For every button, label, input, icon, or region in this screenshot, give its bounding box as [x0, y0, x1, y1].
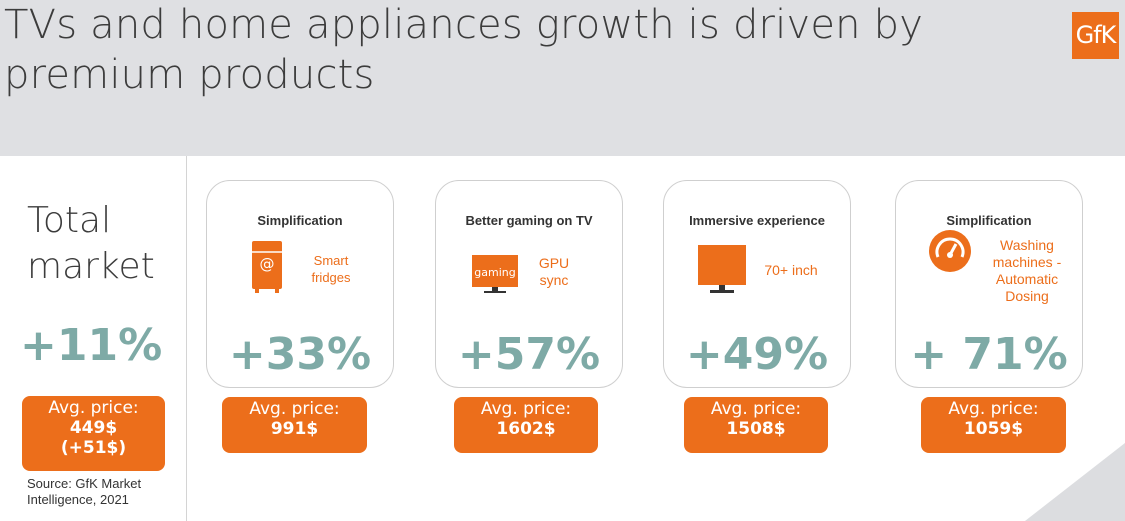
divider — [186, 156, 187, 521]
card-desc-line-1: 70+ inch — [764, 262, 818, 278]
price-value: 991$ — [270, 419, 319, 439]
card-desc-line-2: fridges — [311, 270, 351, 285]
card-growth: +57% — [457, 329, 601, 380]
card-desc-line-2: sync — [539, 272, 569, 288]
price-value: 1508$ — [726, 419, 786, 439]
svg-text:@: @ — [260, 255, 275, 273]
price-label: Avg. price: — [710, 399, 802, 419]
svg-text:gaming: gaming — [474, 266, 515, 279]
corner-decoration — [1025, 443, 1125, 521]
source-line-2: Intelligence, 2021 — [27, 492, 129, 507]
card-desc: 70+ inch — [756, 262, 826, 279]
price-box-gaming: Avg. price: 1602$ — [454, 397, 598, 453]
title-line-2: premium products — [4, 52, 375, 98]
total-price-box: Avg. price: 449$ (+51$) — [22, 396, 165, 471]
card-title: Better gaming on TV — [465, 213, 593, 228]
price-label: Avg. price: — [948, 399, 1039, 419]
price-label: Avg. price: — [480, 399, 572, 419]
card-desc-line-2: machines - — [992, 254, 1062, 270]
card-smart-fridges: Simplification @ Smart fridges +33% — [206, 180, 394, 388]
card-growth: +49% — [685, 329, 829, 380]
total-price-change: (+51$) — [60, 438, 127, 458]
total-price-value: 449$ — [69, 418, 118, 438]
card-growth: + 71% — [910, 329, 1068, 380]
total-growth: +11% — [20, 320, 163, 371]
content-panel: Total market +11% Avg. price: 449$ (+51$… — [0, 156, 1125, 521]
smart-fridge-icon: @ — [251, 241, 283, 293]
price-value: 1602$ — [496, 419, 556, 439]
card-desc-line-1: Smart — [313, 253, 349, 268]
card-desc-line-1: GPU — [538, 255, 570, 271]
card-desc: GPU sync — [534, 255, 574, 289]
price-label: Avg. price: — [249, 399, 340, 419]
price-box-smart-fridges: Avg. price: 991$ — [222, 397, 367, 453]
source-line-1: Source: GfK Market — [27, 476, 142, 491]
gauge-icon — [928, 229, 972, 273]
card-gaming: Better gaming on TV gaming GPU sync +57% — [435, 180, 623, 388]
card-washing-machines: Simplification Washing machines - Automa… — [895, 180, 1083, 388]
tv-icon — [698, 245, 746, 295]
card-title: Simplification — [946, 213, 1032, 228]
card-desc-line-1: Washing — [1000, 237, 1054, 253]
source-note: Source: GfK Market Intelligence, 2021 — [27, 476, 141, 508]
total-label-line-1: Total — [27, 200, 112, 241]
gaming-tv-icon: gaming — [472, 255, 518, 295]
title-line-1: TVs and home appliances growth is driven… — [4, 2, 924, 48]
card-immersive: Immersive experience 70+ inch +49% — [663, 180, 851, 388]
card-growth: +33% — [228, 329, 372, 380]
total-label-line-2: market — [27, 246, 155, 287]
total-market-label: Total market — [27, 198, 155, 290]
page-title: TVs and home appliances growth is driven… — [4, 0, 964, 100]
price-value: 1059$ — [963, 419, 1024, 439]
price-box-immersive: Avg. price: 1508$ — [684, 397, 828, 453]
gfk-logo: GfK — [1072, 12, 1119, 59]
card-desc-line-3: Automatic — [995, 271, 1059, 287]
card-desc: Smart fridges — [301, 252, 361, 286]
card-desc: Washing machines - Automatic Dosing — [984, 237, 1070, 305]
card-title: Immersive experience — [689, 213, 825, 228]
card-title: Simplification — [257, 213, 343, 228]
total-price-label: Avg. price: — [48, 398, 139, 418]
card-desc-line-4: Dosing — [1005, 288, 1049, 304]
price-box-washing: Avg. price: 1059$ — [921, 397, 1066, 453]
